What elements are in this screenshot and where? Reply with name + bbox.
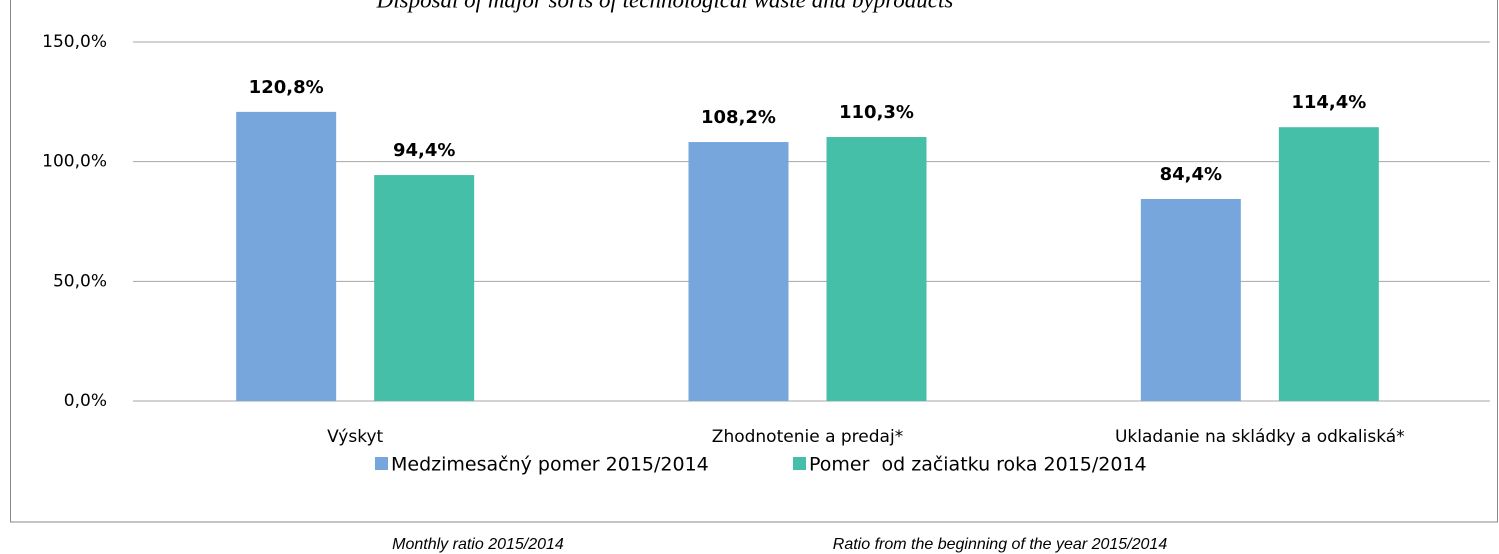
value-label: 110,3% xyxy=(839,102,914,123)
bar xyxy=(688,142,789,402)
y-tick-label: 0,0% xyxy=(64,391,107,411)
legend-swatch xyxy=(375,457,388,470)
x-tick-label: Ukladanie na skládky a odkaliská* xyxy=(1115,427,1405,447)
y-tick-label: 50,0% xyxy=(53,271,107,291)
legend-label: Medzimesačný pomer 2015/2014 xyxy=(391,454,709,476)
value-label: 108,2% xyxy=(701,107,776,128)
value-label: 120,8% xyxy=(249,77,324,98)
annotation: Ratio from the beginning of the year 201… xyxy=(833,536,1168,553)
value-label: 94,4% xyxy=(393,140,455,161)
annotation: Monthly ratio 2015/2014 xyxy=(392,536,564,553)
legend-label: Pomer od začiatku roka 2015/2014 xyxy=(809,454,1147,476)
bar xyxy=(826,137,927,402)
bar xyxy=(1140,199,1241,401)
bar xyxy=(374,175,475,401)
x-tick-label: Zhodnotenie a predaj* xyxy=(712,427,903,447)
y-tick-label: 150,0% xyxy=(42,32,107,52)
chart-title: Disposal of major sorts of technological… xyxy=(376,0,954,12)
value-label: 84,4% xyxy=(1160,164,1222,185)
x-tick-label: Výskyt xyxy=(327,427,383,447)
value-label: 114,4% xyxy=(1291,92,1366,113)
legend-swatch xyxy=(793,457,806,470)
bar xyxy=(1278,127,1379,401)
bar xyxy=(236,111,337,402)
y-tick-label: 100,0% xyxy=(42,152,107,172)
